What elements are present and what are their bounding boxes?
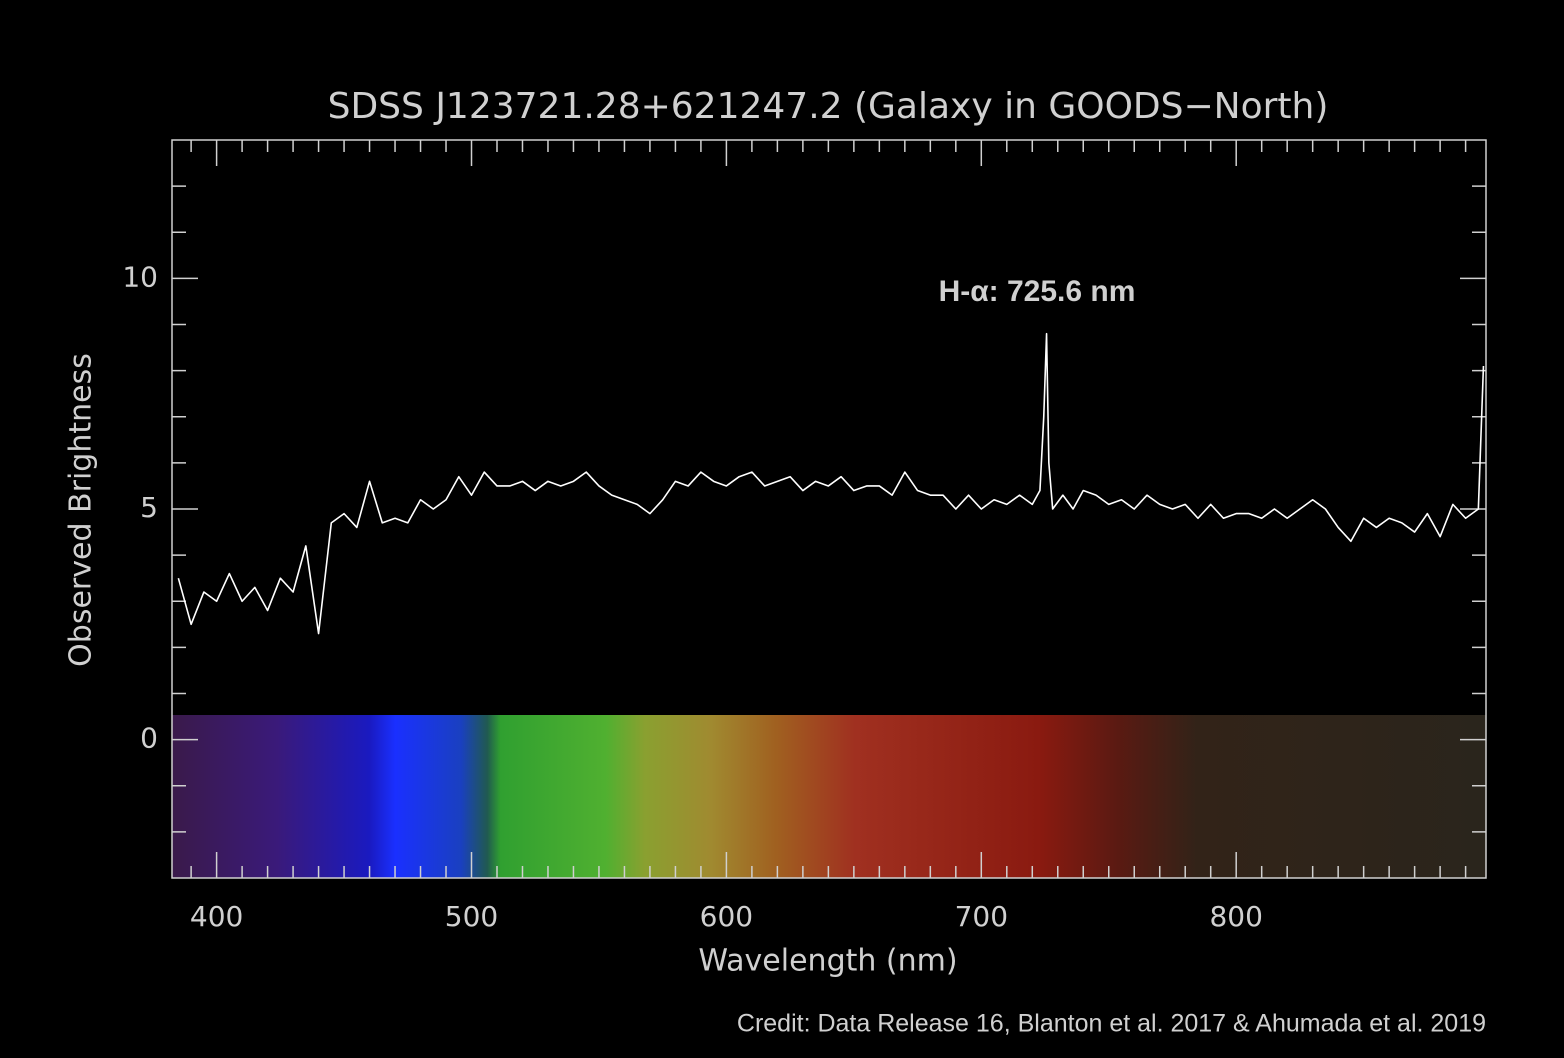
- x-tick-label: 400: [190, 900, 243, 933]
- annotation: H-α: 725.6 nm: [939, 275, 1136, 308]
- x-tick-label: 700: [955, 900, 1008, 933]
- chart-title: SDSS J123721.28+621247.2 (Galaxy in GOOD…: [328, 86, 1329, 127]
- y-tick-label: 5: [140, 491, 158, 524]
- x-tick-label: 800: [1209, 900, 1262, 933]
- spectrum-line: [177, 332, 1485, 635]
- y-tick-label: 0: [140, 722, 158, 755]
- x-tick-label: 600: [700, 900, 753, 933]
- spectrum-strip: [172, 715, 1486, 878]
- x-axis-label: Wavelength (nm): [698, 944, 957, 979]
- y-axis-label: Observed Brightness: [64, 353, 99, 667]
- x-tick-label: 500: [445, 900, 498, 933]
- y-tick-label: 10: [122, 260, 158, 293]
- credit: Credit: Data Release 16, Blanton et al. …: [737, 1010, 1486, 1038]
